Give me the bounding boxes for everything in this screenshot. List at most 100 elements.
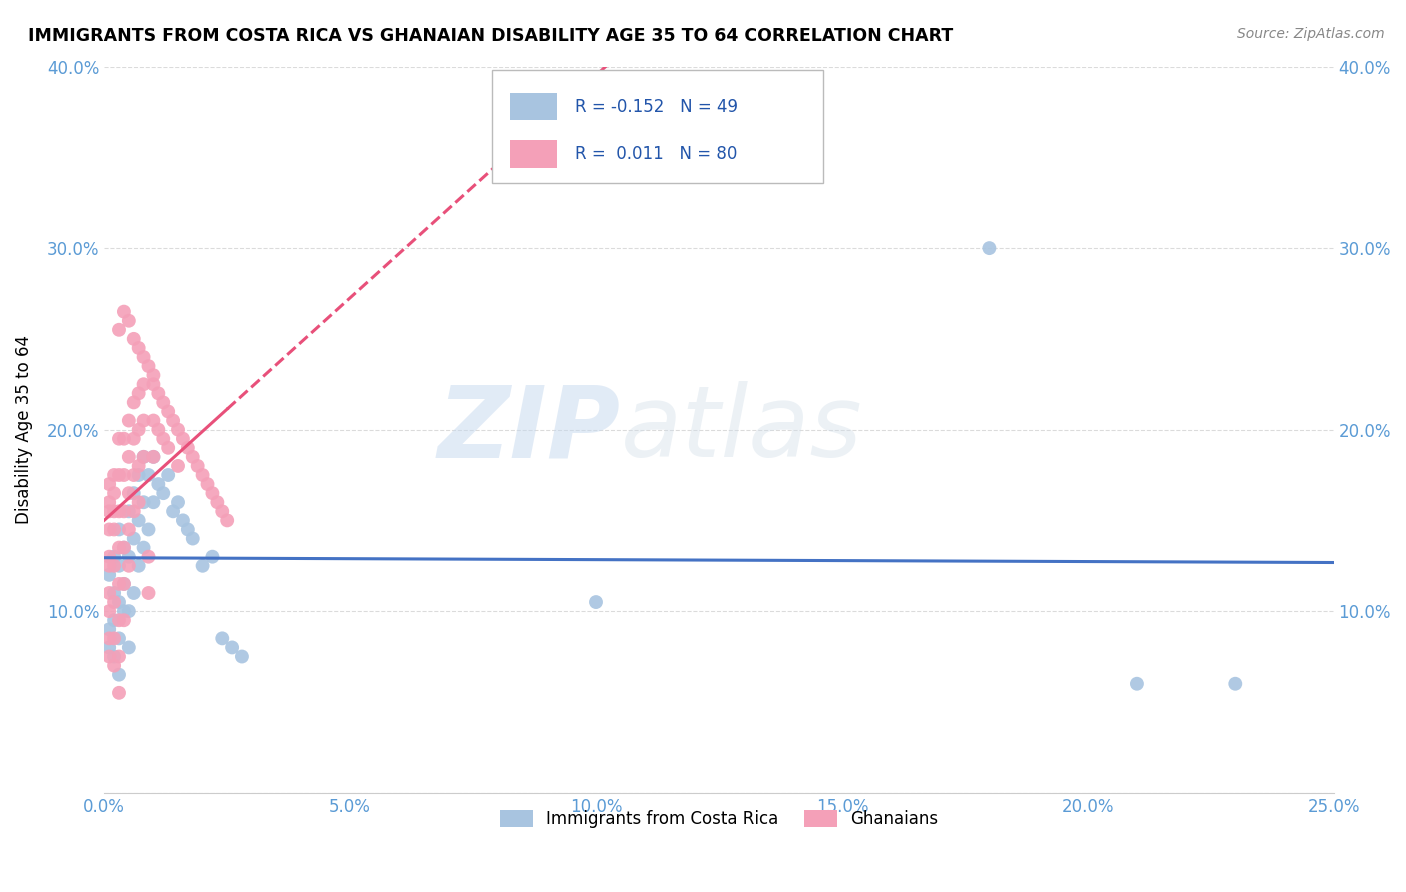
Point — [138, 523, 160, 537]
Point — [157, 468, 180, 483]
Point — [128, 341, 150, 355]
Text: Source: ZipAtlas.com: Source: ZipAtlas.com — [1237, 27, 1385, 41]
Point — [122, 532, 145, 546]
Point — [142, 368, 165, 383]
Point — [167, 495, 190, 509]
Point — [172, 432, 194, 446]
Point — [157, 404, 180, 418]
Point — [108, 432, 131, 446]
Point — [142, 450, 165, 464]
Point — [103, 595, 125, 609]
Point — [103, 658, 125, 673]
Point — [108, 504, 131, 518]
Point — [1225, 677, 1247, 691]
Text: R = -0.152   N = 49: R = -0.152 N = 49 — [575, 97, 738, 116]
Point — [162, 413, 184, 427]
Point — [142, 450, 165, 464]
Point — [103, 632, 125, 646]
Point — [103, 558, 125, 573]
Point — [132, 377, 155, 392]
Point — [172, 513, 194, 527]
Point — [152, 395, 174, 409]
Point — [152, 486, 174, 500]
Point — [122, 395, 145, 409]
Point — [122, 586, 145, 600]
Point — [142, 377, 165, 392]
Point — [138, 586, 160, 600]
Point — [128, 513, 150, 527]
Point — [132, 350, 155, 364]
Point — [112, 613, 135, 627]
Point — [152, 432, 174, 446]
Point — [221, 640, 243, 655]
Point — [98, 567, 121, 582]
Point — [98, 632, 121, 646]
Y-axis label: Disability Age 35 to 64: Disability Age 35 to 64 — [15, 335, 32, 524]
Point — [112, 604, 135, 618]
Point — [112, 577, 135, 591]
Point — [98, 504, 121, 518]
Point — [118, 314, 141, 328]
Text: IMMIGRANTS FROM COSTA RICA VS GHANAIAN DISABILITY AGE 35 TO 64 CORRELATION CHART: IMMIGRANTS FROM COSTA RICA VS GHANAIAN D… — [28, 27, 953, 45]
Point — [585, 595, 607, 609]
Point — [118, 486, 141, 500]
Point — [122, 432, 145, 446]
Point — [207, 495, 229, 509]
FancyBboxPatch shape — [492, 70, 824, 183]
Point — [201, 549, 224, 564]
Point — [211, 504, 233, 518]
Point — [108, 686, 131, 700]
Point — [112, 468, 135, 483]
Point — [132, 450, 155, 464]
Point — [108, 632, 131, 646]
Point — [138, 549, 160, 564]
Point — [132, 495, 155, 509]
Point — [128, 458, 150, 473]
Point — [98, 604, 121, 618]
Point — [128, 468, 150, 483]
Point — [118, 504, 141, 518]
FancyBboxPatch shape — [510, 140, 557, 168]
Point — [148, 477, 170, 491]
Point — [138, 359, 160, 373]
Point — [979, 241, 1001, 255]
Point — [217, 513, 239, 527]
Point — [108, 613, 131, 627]
Point — [103, 649, 125, 664]
Point — [122, 468, 145, 483]
Point — [122, 332, 145, 346]
Point — [1126, 677, 1149, 691]
Point — [98, 558, 121, 573]
Point — [128, 558, 150, 573]
Point — [122, 504, 145, 518]
Point — [103, 486, 125, 500]
Point — [231, 649, 253, 664]
Point — [103, 613, 125, 627]
Point — [191, 468, 214, 483]
Point — [108, 649, 131, 664]
Point — [118, 450, 141, 464]
Text: R =  0.011   N = 80: R = 0.011 N = 80 — [575, 145, 738, 162]
Point — [108, 558, 131, 573]
Point — [118, 413, 141, 427]
Point — [112, 504, 135, 518]
Point — [187, 458, 209, 473]
Point — [177, 441, 200, 455]
Point — [128, 386, 150, 401]
Point — [118, 640, 141, 655]
Point — [128, 423, 150, 437]
Point — [132, 413, 155, 427]
Point — [132, 541, 155, 555]
Point — [181, 450, 204, 464]
Point — [118, 604, 141, 618]
Point — [162, 504, 184, 518]
Point — [142, 413, 165, 427]
Point — [98, 640, 121, 655]
Point — [98, 649, 121, 664]
Point — [112, 541, 135, 555]
Point — [112, 304, 135, 318]
Point — [118, 549, 141, 564]
Text: ZIP: ZIP — [437, 381, 620, 478]
Point — [98, 549, 121, 564]
Point — [98, 495, 121, 509]
